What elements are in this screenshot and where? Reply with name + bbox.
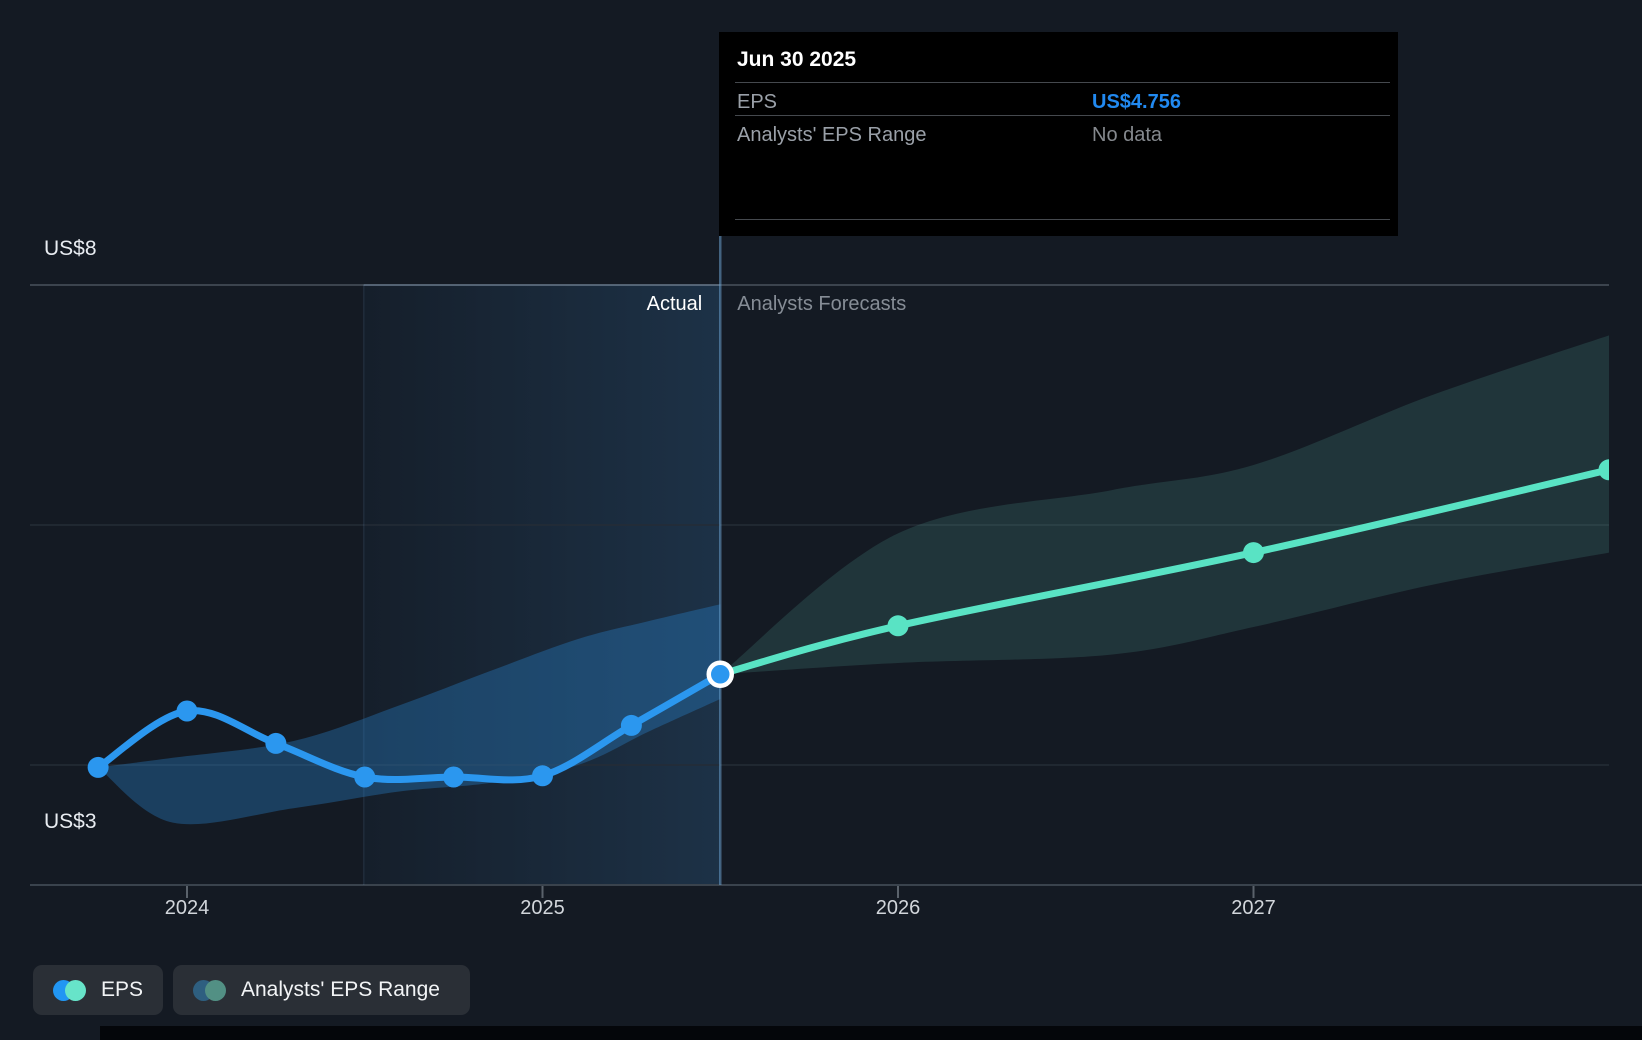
- eps-point-Mar-31-2024[interactable]: [265, 732, 287, 754]
- y-axis-label-top: US$8: [44, 237, 97, 260]
- hovered-point-Jun-30-2025[interactable]: [706, 660, 734, 689]
- eps-point-Mar-31-2025[interactable]: [620, 714, 642, 736]
- eps-forecast-line: [716, 466, 1609, 678]
- forecast-point-Dec-31-2026[interactable]: [1243, 542, 1264, 564]
- actual-zone-label: Actual: [646, 293, 703, 315]
- eps-point-Sep-30-2024[interactable]: [443, 766, 465, 788]
- legend-range-label: Analysts' EPS Range: [241, 978, 440, 1001]
- gridlines: [30, 284, 1642, 898]
- range-bands: [98, 335, 1609, 825]
- x-axis-label-2025: 2025: [520, 897, 565, 919]
- tooltip-eps-value: US$4.756: [1092, 91, 1181, 113]
- tooltip-date: Jun 30 2025: [737, 48, 857, 71]
- forecast-zone-label: Analysts Forecasts: [737, 293, 907, 315]
- tooltip-range-value: No data: [1092, 124, 1163, 146]
- x-axis-label-2026: 2026: [875, 897, 921, 919]
- x-axis-label-2027: 2027: [1231, 897, 1276, 919]
- legend-chip-analysts-eps-range[interactable]: Analysts' EPS Range: [173, 965, 470, 1015]
- eps-legend-icon: [53, 979, 86, 1001]
- eps-point-Jun-30-2024[interactable]: [354, 766, 376, 788]
- hover-tooltip: Jun 30 2025 EPS US$4.756 Analysts' EPS R…: [719, 32, 1398, 236]
- x-axis-label-2024: 2024: [164, 897, 210, 919]
- tooltip-eps-label: EPS: [737, 91, 778, 113]
- series-points: [87, 459, 1620, 788]
- legend-chip-eps[interactable]: EPS: [33, 965, 163, 1015]
- eps-point-Sep-30-2023[interactable]: [87, 756, 109, 778]
- actual-eps-band: [98, 604, 721, 825]
- y-axis-label-bottom: US$3: [44, 810, 97, 833]
- tooltip-range-label: Analysts' EPS Range: [737, 124, 927, 146]
- range-legend-icon: [193, 979, 226, 1001]
- eps-point-Dec-31-2024[interactable]: [532, 765, 553, 787]
- tooltip-divider: [735, 82, 1390, 83]
- analysts-eps-range-band: [720, 335, 1609, 675]
- eps-point-Dec-31-2023[interactable]: [176, 700, 198, 722]
- forecast-point-Dec-31-2027[interactable]: [1598, 459, 1620, 481]
- forecast-point-Dec-31-2025[interactable]: [887, 615, 909, 637]
- tooltip-divider: [735, 219, 1390, 220]
- bottom-bar: [100, 1026, 1642, 1040]
- legend-eps-label: EPS: [101, 978, 144, 1001]
- tooltip-divider: [735, 115, 1390, 116]
